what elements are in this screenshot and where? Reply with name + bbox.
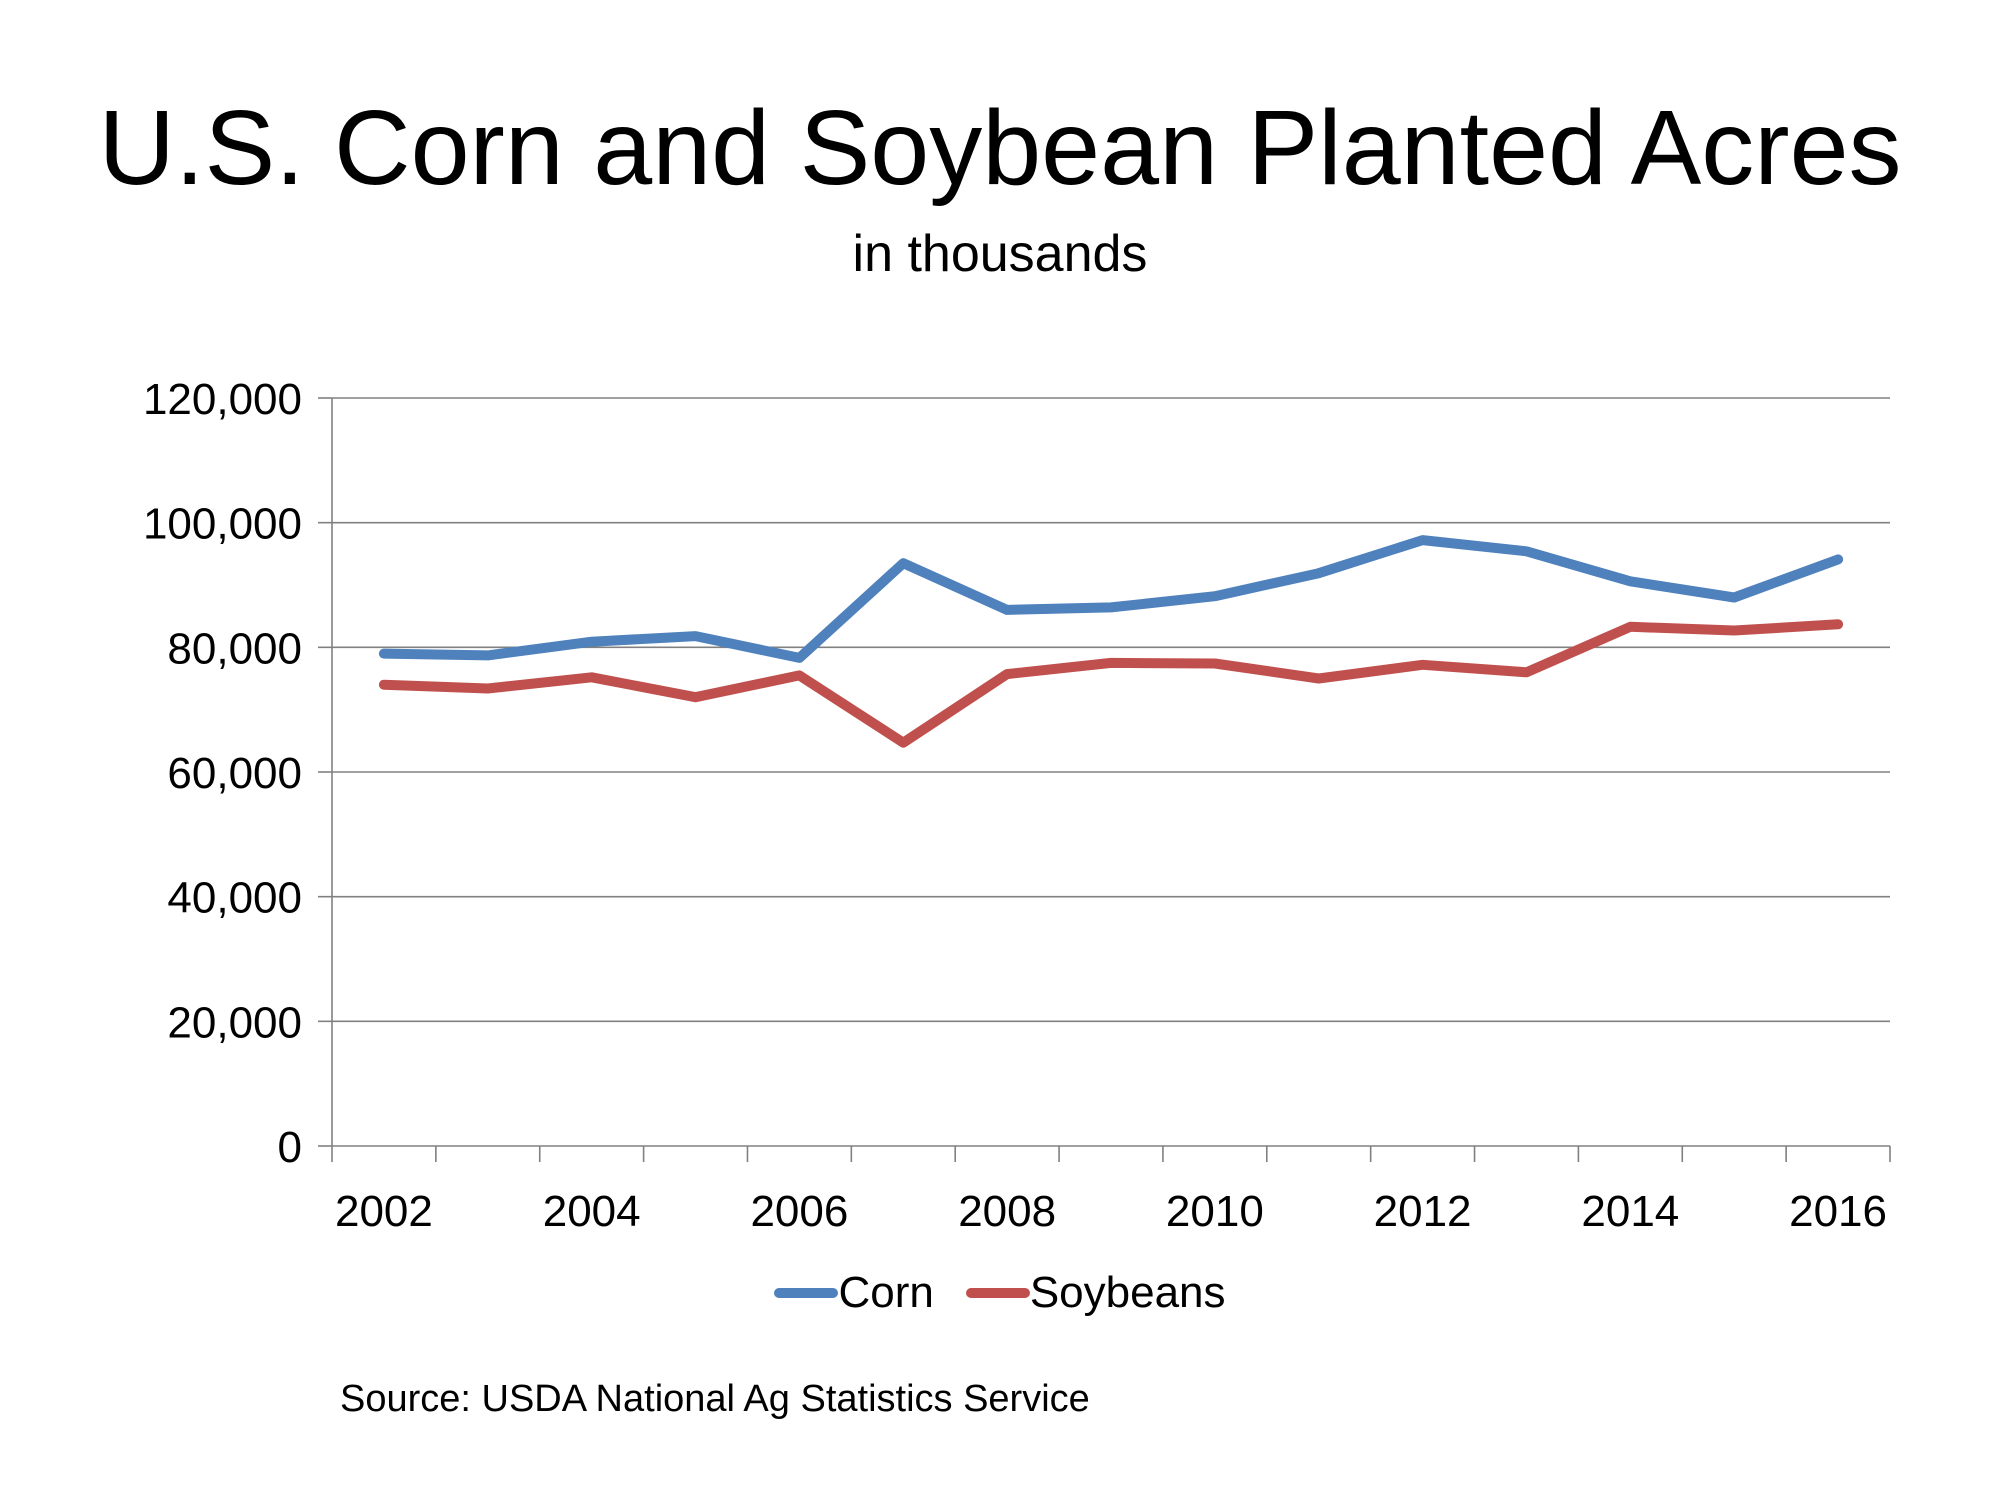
legend: Corn Soybeans	[0, 1268, 2000, 1318]
series-lines	[378, 535, 1844, 748]
source-note: Source: USDA National Ag Statistics Serv…	[340, 1378, 1090, 1420]
legend-item-corn: Corn	[774, 1268, 934, 1318]
axes	[318, 397, 1891, 1162]
y-tick-label: 60,000	[167, 749, 302, 798]
x-tick-label: 2012	[1374, 1187, 1472, 1236]
series-line-corn	[378, 535, 1844, 663]
y-tick-label: 40,000	[167, 874, 302, 923]
x-tick-labels: 2002 2004 2006 2008 2010 2012 2014 2016	[335, 1187, 1887, 1236]
series-line-soybeans	[378, 619, 1844, 748]
chart-title: U.S. Corn and Soybean Planted Acres	[98, 89, 1902, 207]
x-tick-label: 2016	[1789, 1187, 1887, 1236]
legend-item-soybeans: Soybeans	[965, 1268, 1226, 1318]
x-tick-label: 2004	[543, 1187, 641, 1236]
y-tick-label: 120,000	[143, 375, 302, 424]
y-tick-label: 0	[278, 1123, 302, 1172]
x-tick-label: 2002	[335, 1187, 433, 1236]
legend-swatch-soybeans	[965, 1288, 1030, 1298]
y-tick-label: 80,000	[167, 624, 302, 673]
chart-subtitle: in thousands	[852, 225, 1148, 283]
legend-swatch-corn	[774, 1288, 839, 1298]
y-tick-label: 20,000	[167, 998, 302, 1047]
x-tick-label: 2010	[1166, 1187, 1264, 1236]
gridlines	[332, 397, 1890, 1023]
legend-label-corn: Corn	[838, 1268, 934, 1317]
legend-label-soybeans: Soybeans	[1029, 1268, 1226, 1317]
y-tick-labels: 0 20,000 40,000 60,000 80,000 100,000 120,000	[143, 375, 302, 1172]
x-tick-label: 2014	[1581, 1187, 1679, 1236]
x-tick-label: 2008	[958, 1187, 1056, 1236]
x-tick-label: 2006	[750, 1187, 848, 1236]
y-tick-label: 100,000	[143, 500, 302, 549]
